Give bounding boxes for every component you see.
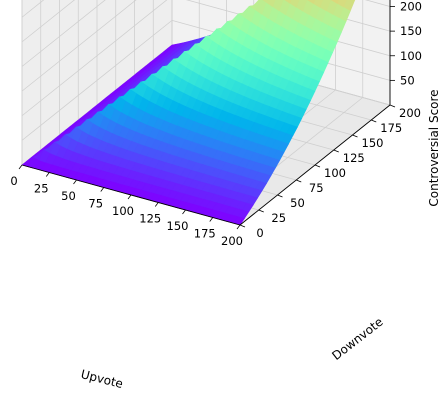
x-tick [73,179,77,185]
x-axis-label: Upvote [79,367,124,391]
y-tick-label: 0 [256,226,263,240]
x-tick [45,172,50,177]
y-tick-label: 25 [271,211,286,225]
grid-line [21,0,137,92]
grid-line [21,0,106,67]
z-axis-label: Controversial Score [427,89,441,206]
z-tick-label: 100 [400,49,422,63]
z-tick-label: 150 [400,24,422,38]
x-tick-label: 100 [112,204,134,218]
y-axis-label: Downvote [329,315,385,363]
x-tick [100,187,105,192]
y-tick [389,104,396,108]
grid-line [21,0,75,43]
x-tick-label: 25 [34,182,49,196]
x-tick [182,209,186,215]
y-tick [333,149,339,153]
y-tick-label: 150 [362,136,384,150]
grid-line [21,20,173,141]
y-tick-label: 175 [380,121,402,135]
y-tick-label: 200 [399,106,421,120]
y-tick-label: 75 [309,181,324,195]
x-tick [154,202,159,207]
y-tick [352,134,358,138]
x-tick-label: 175 [194,227,216,241]
x-tick-label: 200 [221,234,243,248]
y-tick-label: 100 [324,166,346,180]
y-tick [258,209,264,213]
grid-line [21,0,168,117]
y-tick [314,164,321,168]
x-tick-label: 75 [88,197,103,211]
x-tick [18,164,23,170]
x-tick [236,224,241,230]
y-tick [277,194,283,198]
x-tick [209,217,214,222]
x-tick-label: 50 [61,189,76,203]
x-tick-label: 150 [167,219,189,233]
tick-marks: 0255075100125150175200025507510012515017… [10,0,422,248]
y-tick [371,119,377,123]
surface-mesh [21,0,356,226]
z-tick-label: 200 [400,0,422,14]
y-tick-label: 125 [343,151,365,165]
x-tick-label: 0 [10,174,17,188]
x-tick [127,194,132,200]
y-tick-label: 50 [290,196,305,210]
z-tick-label: 50 [400,73,415,87]
y-tick [296,179,302,183]
x-tick-label: 125 [139,212,161,226]
y-tick [239,224,246,228]
